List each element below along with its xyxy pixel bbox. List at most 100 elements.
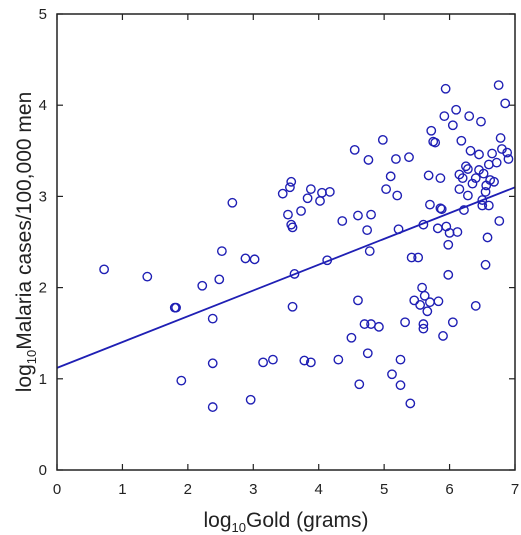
y-tick-label: 1 [39,371,47,388]
data-point [464,111,475,122]
data-point [494,216,505,226]
y-tick-label: 2 [39,280,47,297]
data-point [480,259,491,270]
x-tick-label: 1 [118,481,126,498]
data-point [435,173,446,184]
data-point [287,301,298,312]
data-point [459,205,469,215]
x-tick-label: 6 [445,481,453,498]
data-point [483,159,494,170]
data-point [99,264,110,275]
data-point [461,161,471,172]
data-point [142,271,153,282]
data-point [354,379,365,390]
data-point [439,111,450,122]
data-point [395,354,406,365]
data-point [478,168,489,179]
data-point [207,358,218,369]
data-point [346,332,357,343]
data-point [366,209,376,220]
data-point [418,319,429,329]
data-point [465,145,476,156]
data-point [349,144,360,155]
data-point [419,290,430,301]
data-point [400,317,410,328]
data-point [353,295,363,306]
data-point [337,216,348,226]
data-point [404,152,414,163]
data-point [454,184,465,195]
data-point [487,148,497,159]
x-tick-label: 7 [511,481,519,498]
data-point [377,134,388,145]
data-point [451,104,462,115]
data-point [171,302,181,313]
data-point [176,375,187,386]
data-point [443,239,454,250]
data-point [447,317,458,328]
x-tick-label: 2 [184,481,192,498]
data-point [447,120,458,131]
data-point [440,83,451,94]
data-point [483,200,494,211]
data-point [258,357,268,368]
ticks-layer: 0 1 2 3 4 5 6 7 0 1 2 3 4 5 [39,6,520,498]
data-point [333,354,344,365]
data-point [467,178,478,189]
data-point [302,193,313,204]
data-point [277,188,288,199]
data-point [500,98,511,109]
data-point [405,398,416,409]
data-point [430,137,441,148]
data-point [470,300,481,311]
data-point [385,171,396,182]
data-point [503,154,514,164]
data-point [477,195,488,205]
data-point [197,280,208,291]
data-point [268,354,278,365]
data-point [417,282,427,293]
y-tick-label: 0 [39,462,47,479]
data-point [362,348,373,359]
data-point [214,274,225,285]
data-point [474,149,484,160]
data-point [409,295,420,306]
points-layer [99,80,514,412]
y-tick-label: 3 [39,188,47,205]
data-point [426,125,437,136]
data-point [413,252,424,263]
x-tick-label: 0 [53,481,61,498]
data-point [245,394,256,405]
data-point [493,80,504,91]
data-point [406,252,417,263]
y-axis-title: log10Malaria cases/100,000 men [13,92,39,392]
y-tick-label: 5 [39,6,47,23]
data-point [207,402,218,412]
x-tick-label: 5 [380,481,388,498]
data-point [216,246,227,257]
data-point [462,164,473,174]
data-point [456,135,467,146]
data-point [240,253,251,264]
data-point [395,380,406,391]
data-point [359,319,370,329]
data-point [476,116,486,127]
data-point [285,182,295,193]
data-point [324,186,335,197]
data-point [423,170,434,181]
data-point [287,222,298,233]
data-point [299,355,310,366]
data-point [482,232,493,243]
data-point [480,186,491,197]
data-point [387,369,397,380]
x-tick-label: 4 [315,481,323,498]
data-point [452,227,463,237]
data-point [418,323,429,334]
data-point [283,209,293,220]
data-point [374,321,384,332]
trend-line [56,186,516,369]
data-point [435,203,446,214]
data-point [305,184,316,195]
data-point [425,199,435,210]
data-point [436,204,447,215]
